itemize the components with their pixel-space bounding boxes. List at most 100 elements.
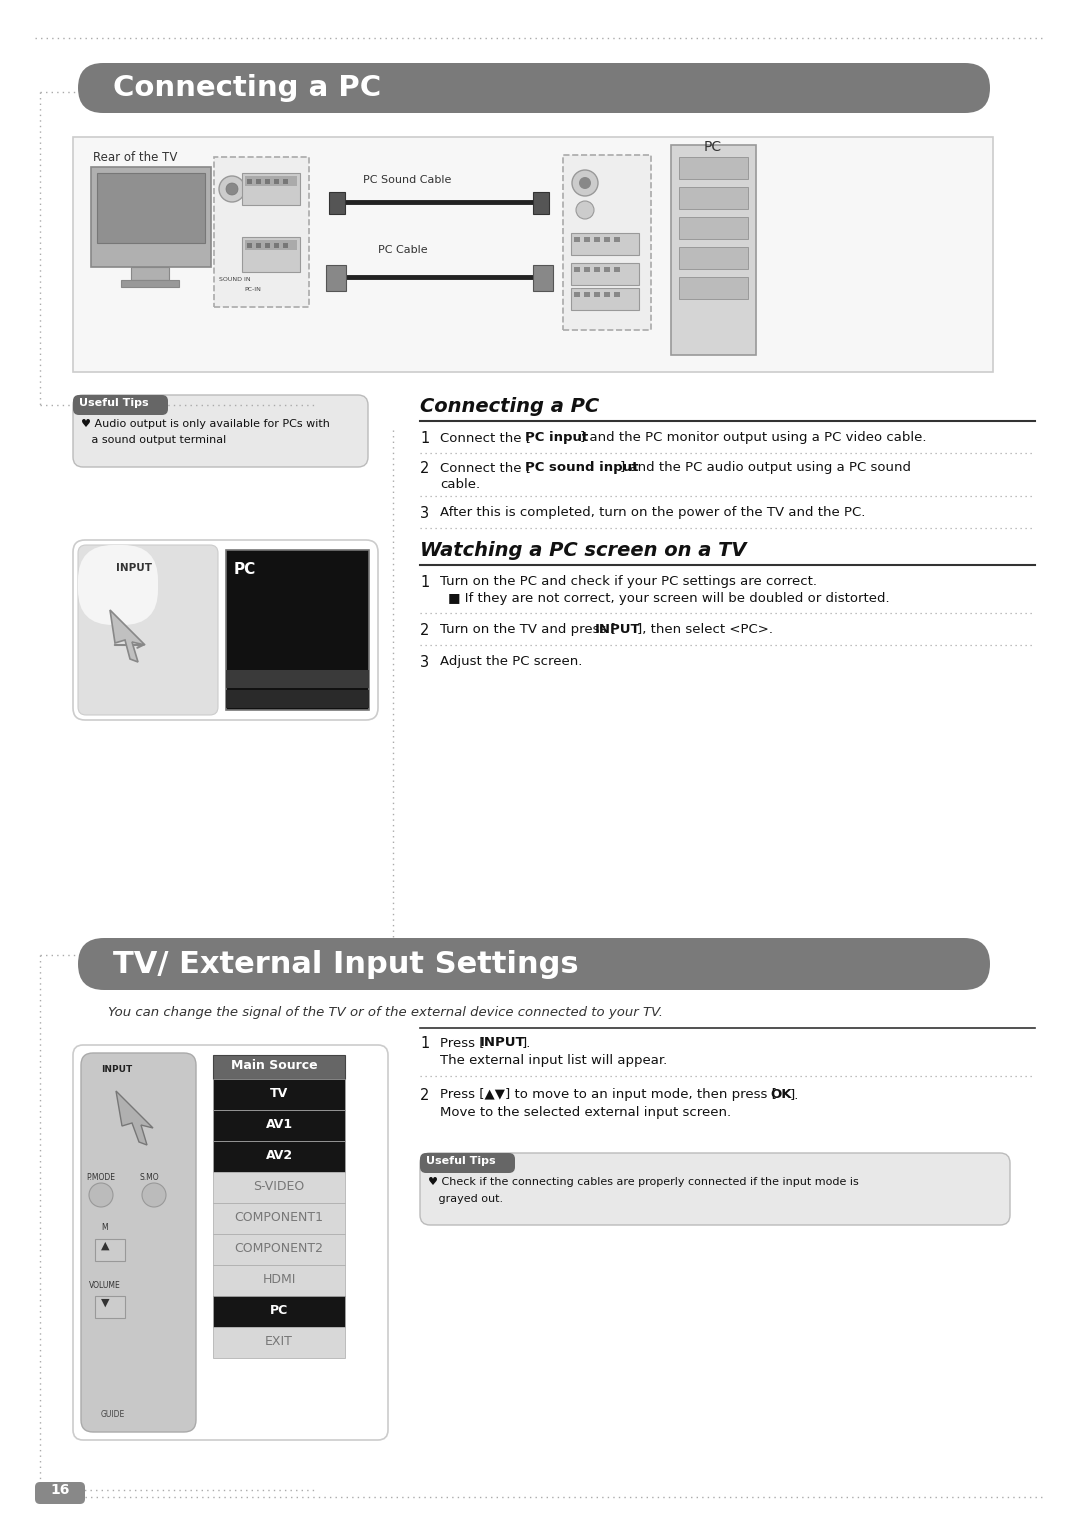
Text: Main Source: Main Source — [231, 1060, 318, 1072]
Bar — [213, 1264, 345, 1296]
Text: 1: 1 — [420, 576, 429, 589]
Text: M: M — [102, 1223, 108, 1232]
Bar — [213, 1173, 345, 1203]
Text: Connect the [: Connect the [ — [440, 431, 531, 444]
FancyBboxPatch shape — [73, 395, 168, 415]
Bar — [283, 179, 288, 183]
Text: GUIDE: GUIDE — [102, 1409, 125, 1419]
Bar — [213, 1203, 345, 1234]
Bar — [226, 690, 369, 709]
Text: COMPONENT1: COMPONENT1 — [234, 1211, 324, 1225]
Text: Watching a PC screen on a TV: Watching a PC screen on a TV — [420, 541, 746, 560]
Text: OK: OK — [770, 1089, 792, 1101]
Text: Useful Tips: Useful Tips — [79, 399, 149, 408]
Text: P.MODE: P.MODE — [86, 1173, 114, 1182]
Bar — [131, 267, 168, 279]
Text: PC Cable: PC Cable — [378, 244, 428, 255]
Bar — [584, 292, 590, 296]
Text: 2: 2 — [420, 623, 430, 638]
Bar — [245, 176, 297, 186]
Bar — [214, 157, 309, 307]
Text: 2: 2 — [420, 461, 430, 476]
Text: cable.: cable. — [440, 478, 481, 492]
Text: S.MO: S.MO — [139, 1173, 159, 1182]
Bar — [679, 186, 748, 209]
Text: PC: PC — [270, 1304, 288, 1316]
Text: ].: ]. — [789, 1089, 799, 1101]
Circle shape — [226, 183, 238, 195]
Bar — [242, 173, 300, 205]
Text: 1: 1 — [420, 431, 429, 446]
Text: INPUT: INPUT — [102, 1064, 132, 1073]
Text: Adjust the PC screen.: Adjust the PC screen. — [440, 655, 582, 667]
Text: You can change the signal of the TV or of the external device connected to your : You can change the signal of the TV or o… — [108, 1006, 663, 1019]
Bar — [245, 240, 297, 250]
Bar — [213, 1141, 345, 1173]
FancyBboxPatch shape — [420, 1153, 515, 1173]
Text: AV1: AV1 — [266, 1118, 293, 1132]
Bar — [584, 267, 590, 272]
Bar — [594, 237, 600, 241]
Text: After this is completed, turn on the power of the TV and the PC.: After this is completed, turn on the pow… — [440, 505, 865, 519]
Bar — [563, 156, 651, 330]
Bar — [256, 179, 261, 183]
Bar — [534, 266, 553, 292]
Text: Connecting a PC: Connecting a PC — [113, 73, 381, 102]
Text: INPUT: INPUT — [480, 1035, 526, 1049]
Text: Press [: Press [ — [440, 1035, 485, 1049]
Bar — [679, 247, 748, 269]
Bar — [283, 243, 288, 247]
Text: ].: ]. — [522, 1035, 531, 1049]
Text: ♥ Check if the connecting cables are properly connected if the input mode is: ♥ Check if the connecting cables are pro… — [428, 1177, 859, 1186]
Circle shape — [576, 202, 594, 218]
Bar — [584, 237, 590, 241]
Text: Rear of the TV: Rear of the TV — [93, 151, 177, 163]
Bar — [534, 192, 549, 214]
Text: 3: 3 — [420, 505, 429, 521]
Circle shape — [572, 169, 598, 195]
Bar — [213, 1080, 345, 1110]
Text: Connecting a PC: Connecting a PC — [420, 397, 599, 415]
Text: VOLUME: VOLUME — [89, 1281, 121, 1290]
Text: Connect the [: Connect the [ — [440, 461, 531, 473]
Text: 2: 2 — [420, 1089, 430, 1102]
Text: Press [▲▼] to move to an input mode, then press [: Press [▲▼] to move to an input mode, the… — [440, 1089, 777, 1101]
FancyBboxPatch shape — [78, 545, 218, 715]
Text: 3: 3 — [420, 655, 429, 670]
FancyBboxPatch shape — [78, 938, 990, 989]
Bar — [91, 166, 211, 267]
Bar — [573, 292, 580, 296]
Bar — [95, 1238, 125, 1261]
Bar — [226, 550, 369, 710]
Bar — [213, 1234, 345, 1264]
Bar — [242, 237, 300, 272]
Text: EXIT: EXIT — [265, 1335, 293, 1348]
Text: PC-IN: PC-IN — [244, 287, 261, 292]
FancyBboxPatch shape — [81, 1054, 195, 1432]
Text: INPUT: INPUT — [116, 563, 152, 573]
Bar — [671, 145, 756, 354]
Bar — [615, 267, 620, 272]
Bar — [247, 243, 252, 247]
Bar — [679, 157, 748, 179]
Circle shape — [89, 1183, 113, 1206]
Bar — [326, 266, 346, 292]
Text: COMPONENT2: COMPONENT2 — [234, 1241, 324, 1255]
Text: 16: 16 — [51, 1483, 70, 1496]
Bar — [256, 243, 261, 247]
Text: PC Sound Cable: PC Sound Cable — [363, 176, 451, 185]
Bar — [679, 217, 748, 240]
Text: Turn on the PC and check if your PC settings are correct.: Turn on the PC and check if your PC sett… — [440, 576, 816, 588]
Text: Turn on the TV and press [: Turn on the TV and press [ — [440, 623, 616, 637]
Bar — [594, 292, 600, 296]
Text: 1: 1 — [420, 1035, 429, 1051]
Bar — [604, 267, 610, 272]
Bar — [573, 237, 580, 241]
Bar — [73, 137, 993, 373]
Text: HDMI: HDMI — [262, 1274, 296, 1286]
Text: INPUT: INPUT — [595, 623, 640, 637]
Bar — [573, 267, 580, 272]
Text: ▼: ▼ — [102, 1298, 109, 1309]
Text: TV: TV — [270, 1087, 288, 1099]
Text: ], then select <PC>.: ], then select <PC>. — [637, 623, 773, 637]
